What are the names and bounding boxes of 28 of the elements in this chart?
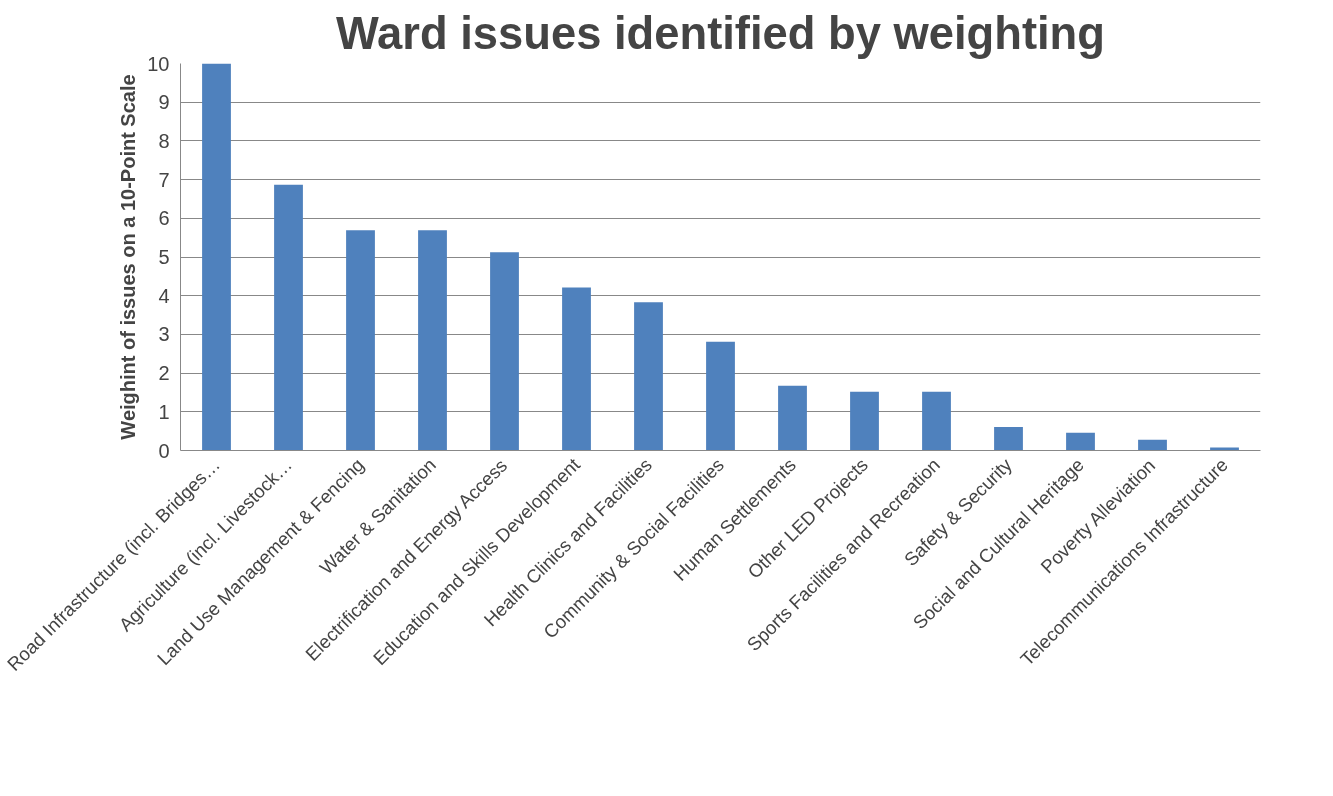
bar: [850, 391, 879, 451]
bar: [274, 184, 303, 451]
bar: [1138, 439, 1167, 451]
y-tick-label: 4: [158, 284, 170, 307]
bar: [562, 287, 591, 451]
y-tick-label: 8: [158, 129, 170, 152]
y-tick-label: 0: [158, 439, 170, 462]
y-tick-label: 10: [147, 52, 170, 75]
y-tick-label: 6: [158, 207, 170, 230]
bar: [994, 426, 1023, 451]
bar: [418, 230, 447, 451]
y-tick-label: 2: [158, 362, 170, 385]
bar: [346, 230, 375, 451]
y-tick-label: 7: [158, 168, 170, 191]
y-tick-label: 1: [158, 400, 170, 423]
bar: [202, 63, 231, 451]
bar: [922, 391, 951, 451]
bar: [490, 252, 519, 451]
y-tick-label: 9: [158, 91, 170, 114]
y-tick-label: 3: [158, 323, 170, 346]
y-axis-title: Weighint of issues on a 10-Point Scale: [117, 74, 140, 440]
bar: [706, 341, 735, 451]
bar: [778, 385, 807, 451]
bar: [1210, 447, 1239, 451]
bar: [634, 302, 663, 451]
chart-title: Ward issues identified by weighting: [336, 7, 1106, 59]
bar: [1066, 432, 1095, 451]
y-tick-label: 5: [158, 246, 170, 268]
